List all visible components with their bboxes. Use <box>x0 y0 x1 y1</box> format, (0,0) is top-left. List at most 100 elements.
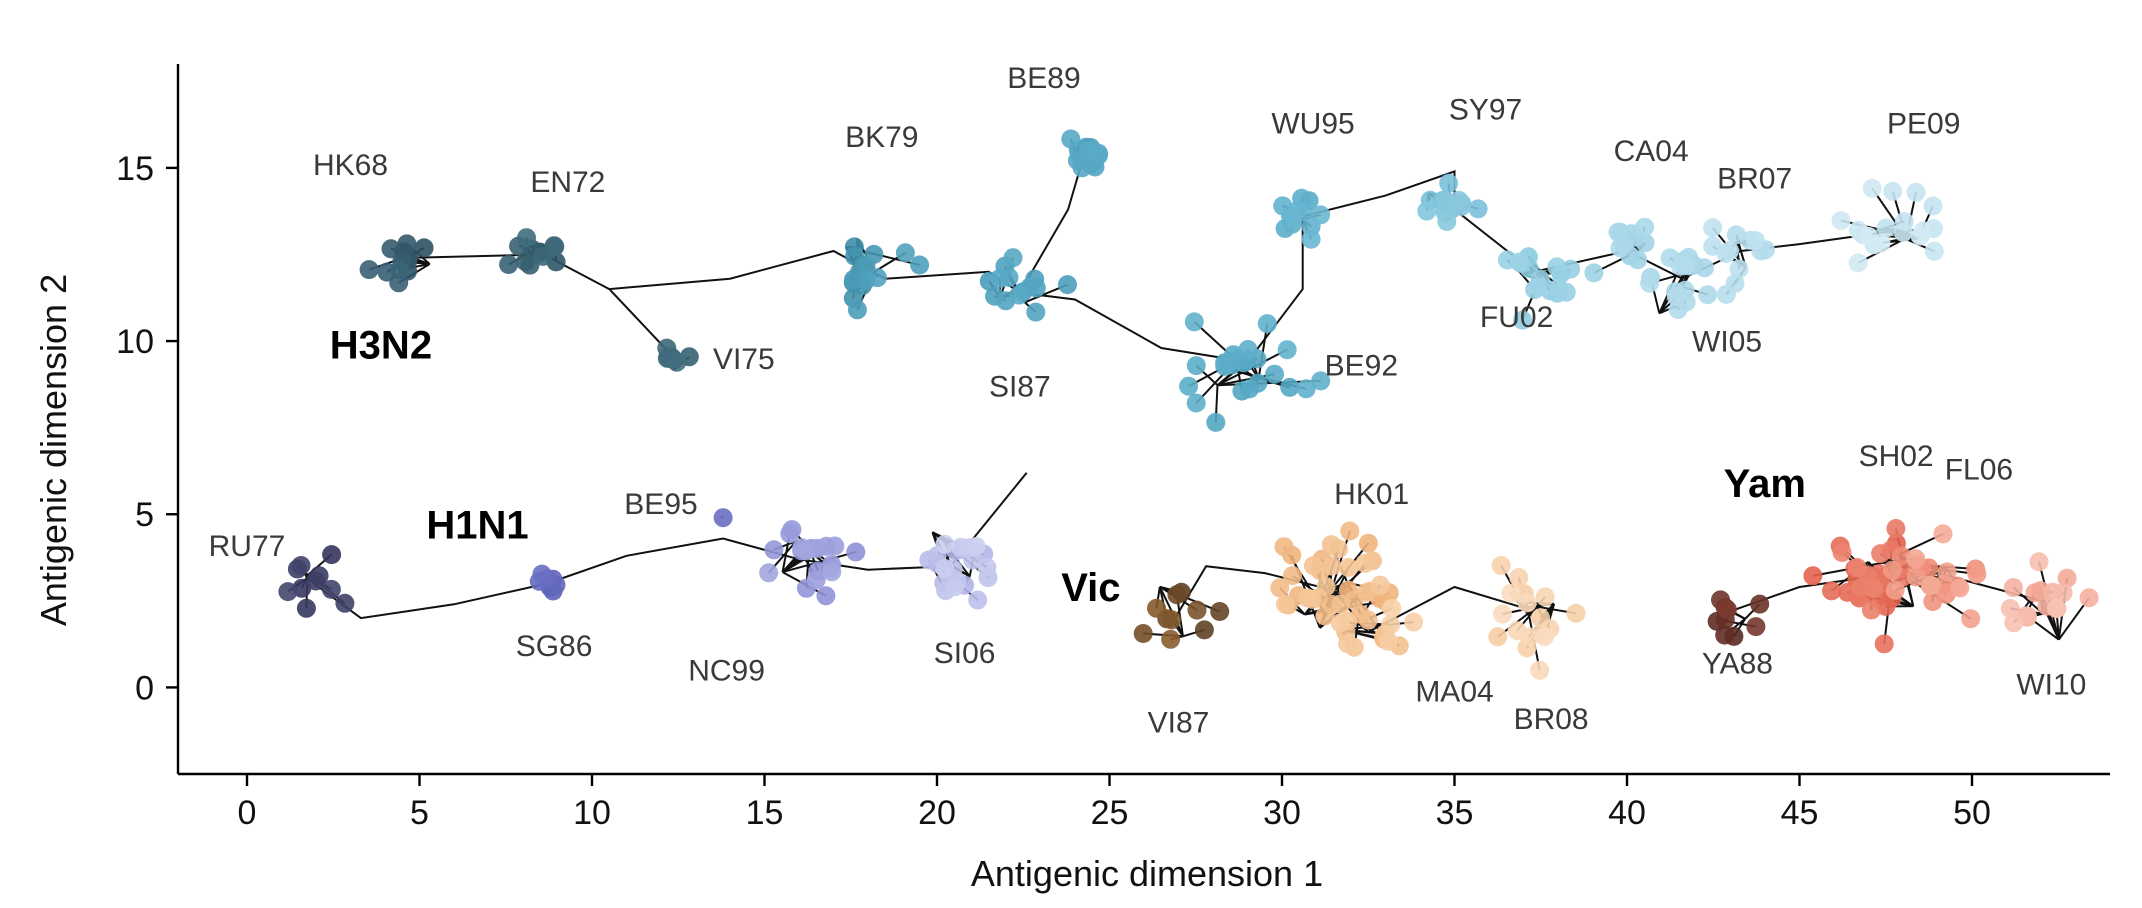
strain-label-be95: BE95 <box>624 488 697 521</box>
strain-label-ru77: RU77 <box>209 530 286 563</box>
strain-label-hk68: HK68 <box>313 149 388 182</box>
strain-label-hk01: HK01 <box>1334 478 1409 511</box>
point-pe09-0 <box>1876 218 1896 238</box>
x-tick-label-20: 20 <box>918 794 956 832</box>
point-br07-11 <box>1703 218 1723 238</box>
point-br07-5 <box>1725 274 1745 293</box>
point-ma04-12 <box>1404 612 1424 632</box>
point-hk01-9 <box>1274 537 1294 557</box>
point-bk79-14 <box>895 243 915 263</box>
point-sy97-12 <box>1449 190 1469 210</box>
strain-label-be92: BE92 <box>1325 350 1398 383</box>
strain-label-si06: SI06 <box>934 637 996 670</box>
strain-label-en72: EN72 <box>530 166 605 199</box>
strain-label-fu02: FU02 <box>1480 301 1553 334</box>
strain-label-nc99: NC99 <box>688 654 765 687</box>
point-fl06-10 <box>1967 564 1987 584</box>
y-tick-label-0: 0 <box>135 669 154 707</box>
point-nc99-3 <box>816 586 836 606</box>
x-tick-label-25: 25 <box>1091 794 1129 832</box>
strain-label-vi87: VI87 <box>1148 706 1210 739</box>
point-br08-0 <box>1488 627 1508 647</box>
point-ca04-4 <box>1628 250 1648 270</box>
point-be92-22 <box>1257 314 1277 334</box>
point-be92-14 <box>1215 356 1235 376</box>
point-en72-10 <box>545 237 565 257</box>
point-sh02-28 <box>1847 558 1867 577</box>
point-wu95-9 <box>1284 208 1304 228</box>
point-wu95-6 <box>1273 196 1293 216</box>
point-wi10-12 <box>2029 552 2049 572</box>
point-fl06-13 <box>1961 609 1981 629</box>
strain-label-br08: BR08 <box>1514 703 1589 736</box>
point-hk01-25 <box>1303 556 1323 576</box>
point-br08-3 <box>1566 603 1586 623</box>
point-hk68-7 <box>397 234 417 254</box>
point-ru77-0 <box>322 545 342 565</box>
point-wu95-10 <box>1301 229 1321 249</box>
point-fl06-17 <box>1921 575 1941 595</box>
point-ma04-2 <box>1358 610 1378 630</box>
x-tick-label-30: 30 <box>1263 794 1301 832</box>
point-ma04-10 <box>1378 631 1398 651</box>
point-si87-10 <box>1003 248 1023 268</box>
strain-label-ma04: MA04 <box>1415 675 1493 708</box>
point-wi05-3 <box>1695 258 1714 278</box>
strain-label-sy97: SY97 <box>1449 93 1522 126</box>
point-ru77-9 <box>278 582 298 602</box>
point-bk79-11 <box>847 300 867 320</box>
point-br08-14 <box>1517 593 1537 613</box>
x-tick-label-50: 50 <box>1953 794 1991 832</box>
point-vi87-7 <box>1162 610 1182 630</box>
point-vi87-9 <box>1161 629 1181 649</box>
point-vi87-8 <box>1147 598 1166 618</box>
point-fl06-9 <box>1882 560 1902 580</box>
point-be89-15 <box>1079 141 1099 161</box>
point-hk01-33 <box>1302 589 1322 609</box>
point-ca04-11 <box>1635 217 1655 237</box>
point-nc99-9 <box>780 524 800 544</box>
point-fu02-13 <box>1549 278 1568 298</box>
point-bk79-15 <box>867 268 887 288</box>
strain-label-wi10: WI10 <box>2016 668 2086 701</box>
strain-points <box>278 129 2099 680</box>
y-ticks: 0 5 10 15 <box>116 150 178 707</box>
point-hk01-3 <box>1358 533 1378 553</box>
strain-label-br07: BR07 <box>1717 163 1792 196</box>
point-br08-12 <box>1507 621 1527 641</box>
y-tick-label-10: 10 <box>116 323 154 361</box>
point-ya88-4 <box>1750 594 1770 614</box>
point-be92-20 <box>1296 379 1316 399</box>
branch-be92-11 <box>1217 373 1275 387</box>
point-hk01-17 <box>1270 578 1290 598</box>
point-wi10-2 <box>2025 583 2045 603</box>
point-sh02-2 <box>1803 566 1823 586</box>
point-be89-12 <box>1061 129 1081 149</box>
point-wi10-3 <box>2057 568 2077 588</box>
point-hk01-13 <box>1283 566 1302 586</box>
point-ca04-10 <box>1610 238 1630 258</box>
strain-label-ca04: CA04 <box>1614 135 1689 168</box>
point-nc99-17 <box>759 563 779 583</box>
point-fl06-16 <box>1906 549 1926 569</box>
point-pe09-3 <box>1906 182 1926 202</box>
point-fl06-0 <box>1892 546 1912 566</box>
axes <box>176 64 2110 776</box>
point-br08-13 <box>1530 660 1550 680</box>
point-be92-19 <box>1311 371 1331 391</box>
point-be92-15 <box>1186 356 1206 376</box>
lineage-label-vic: Vic <box>1061 566 1120 610</box>
point-vi75-7 <box>667 352 687 372</box>
strain-labels: HK68 EN72 VI75 BK79 SI87 BE89 BE92 WU95 SY97 FU02… <box>209 62 2087 739</box>
point-hk01-10 <box>1340 521 1360 541</box>
point-fl06-14 <box>1937 562 1957 582</box>
point-pe09-15 <box>1848 253 1868 273</box>
point-sg86-6 <box>532 564 552 584</box>
point-wi05-12 <box>1640 273 1660 293</box>
point-si87-13 <box>1009 285 1029 305</box>
point-ca04-9 <box>1608 222 1628 242</box>
point-be89-13 <box>1072 158 1092 178</box>
point-en72-11 <box>517 228 536 248</box>
strain-label-wi05: WI05 <box>1692 325 1762 358</box>
